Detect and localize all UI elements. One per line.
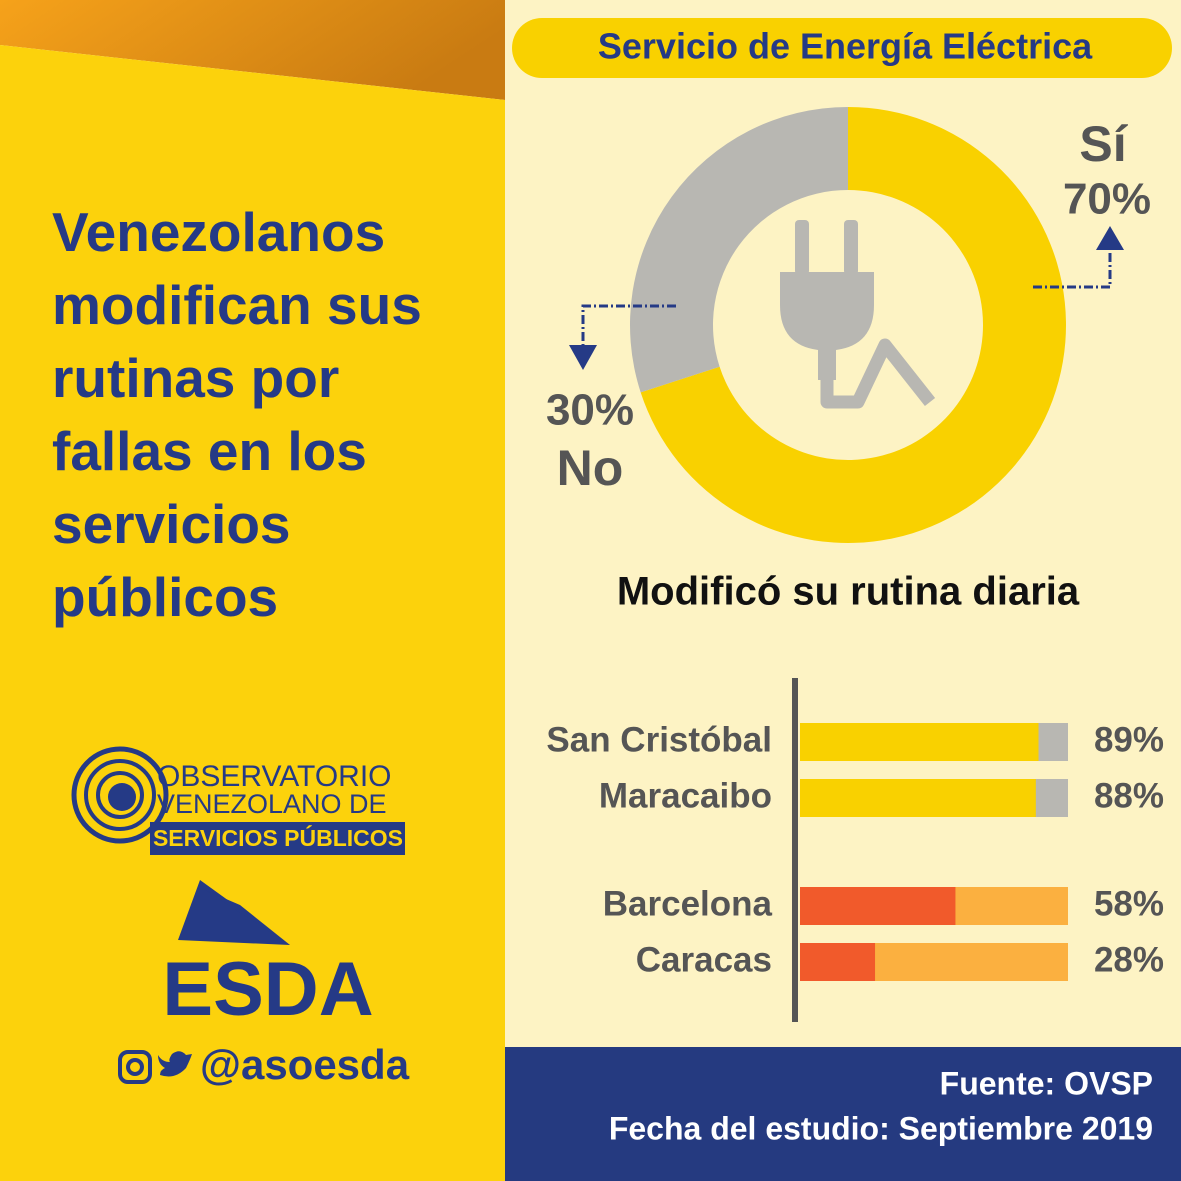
logo-band [150, 822, 405, 855]
twitter-icon [158, 1051, 192, 1077]
plug-icon [780, 220, 874, 380]
category-label: Caracas [636, 940, 772, 979]
right-panel [505, 0, 1181, 1181]
plug-cable [820, 338, 936, 409]
arrow-line [1033, 250, 1112, 289]
esda-sail [178, 880, 290, 945]
value-label: 89% [1094, 720, 1164, 759]
bar [800, 779, 1036, 817]
arrow-line [581, 304, 676, 345]
pie-label: No [557, 440, 624, 496]
left-panel [0, 45, 505, 1181]
logo-text: OBSERVATORIO [157, 760, 392, 793]
handle: @asoesda [200, 1041, 410, 1088]
logo-text: SERVICIOS PÚBLICOS [153, 824, 403, 851]
value-label: 28% [1094, 940, 1164, 979]
pie-label: Sí [1079, 116, 1128, 172]
study-date: Fecha del estudio: Septiembre 2019 [609, 1110, 1153, 1146]
footer-band [505, 1047, 1181, 1181]
category-label: Barcelona [603, 884, 773, 923]
pie-title: Servicio de Energía Eléctrica [598, 26, 1093, 67]
donut-segment [640, 107, 1066, 544]
logo-eye [108, 783, 136, 811]
bar-title: Modificó su rutina diaria [617, 570, 1080, 614]
bar [800, 943, 876, 981]
logo-text: VENEZOLANO DE [157, 789, 387, 819]
bar [800, 723, 1039, 761]
donut-segment [629, 107, 848, 393]
headline: Venezolanos modifican sus rutinas por fa… [52, 201, 422, 628]
instagram-icon [126, 1058, 144, 1076]
logo-rings [71, 746, 169, 844]
title-pill [512, 18, 1172, 78]
corner [0, 0, 505, 100]
pie-value: 30% [546, 386, 634, 435]
value-label: 58% [1094, 884, 1164, 923]
arrow-head [1096, 226, 1124, 250]
brand: ESDA [162, 947, 373, 1032]
instagram-icon [118, 1050, 152, 1084]
category-label: San Cristóbal [546, 720, 772, 759]
source: Fuente: OVSP [940, 1065, 1153, 1101]
arrow-head [569, 345, 597, 370]
bar [800, 887, 956, 925]
value-label: 88% [1094, 776, 1164, 815]
pie-value: 70% [1063, 175, 1151, 224]
category-label: Maracaibo [599, 776, 772, 815]
